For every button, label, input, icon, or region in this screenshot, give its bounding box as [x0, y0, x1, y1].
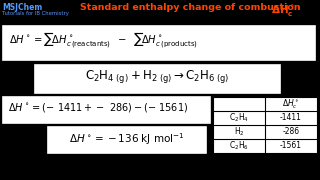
- Text: $\mathrm{C_2H_{4\ (g)} + H_{2\ (g)} \rightarrow C_2H_{6\ (g)}}$: $\mathrm{C_2H_{4\ (g)} + H_{2\ (g)} \rig…: [85, 68, 229, 85]
- Bar: [213, 97, 317, 153]
- Bar: [3, 97, 210, 123]
- Text: MSJChem: MSJChem: [2, 3, 42, 12]
- Text: $\mathrm{C_2H_6}$: $\mathrm{C_2H_6}$: [229, 140, 249, 152]
- Text: $\Delta H^\circ = (-\ 1411 + -\ 286) - (-\ 1561)$: $\Delta H^\circ = (-\ 1411 + -\ 286) - (…: [8, 101, 188, 114]
- Text: $\mathbf{\Delta H_c^\circ}$: $\mathbf{\Delta H_c^\circ}$: [271, 3, 295, 18]
- Text: $\Delta H^\circ = -136\ \mathrm{kJ\ mol^{-1}}$: $\Delta H^\circ = -136\ \mathrm{kJ\ mol^…: [69, 131, 185, 147]
- Text: $\mathrm{C_2H_4}$: $\mathrm{C_2H_4}$: [229, 112, 249, 124]
- Text: $\Delta H^\circ = \sum\!\Delta H^\circ_{c\,\mathrm{(reactants)}}\;\;-\;\;\sum\!\: $\Delta H^\circ = \sum\!\Delta H^\circ_{…: [9, 30, 198, 50]
- Text: -286: -286: [283, 127, 300, 136]
- Text: -1561: -1561: [280, 141, 302, 150]
- Bar: [3, 26, 315, 60]
- Text: $\Delta H^\circ_c$: $\Delta H^\circ_c$: [282, 97, 300, 111]
- Text: $\mathrm{H_2}$: $\mathrm{H_2}$: [234, 126, 244, 138]
- Text: Standard enthalpy change of combustion: Standard enthalpy change of combustion: [80, 3, 304, 12]
- Text: -1411: -1411: [280, 114, 302, 123]
- Bar: [35, 65, 280, 93]
- Text: Tutorials for IB Chemistry: Tutorials for IB Chemistry: [2, 11, 69, 16]
- Bar: [48, 127, 206, 153]
